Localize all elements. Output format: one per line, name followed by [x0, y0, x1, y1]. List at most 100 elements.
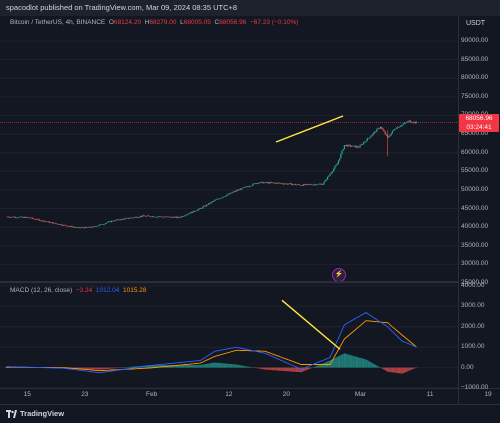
pane-divider[interactable]	[0, 281, 458, 283]
candle-body	[35, 219, 36, 220]
candle-body	[202, 207, 203, 209]
candle-body	[359, 145, 360, 147]
macd-histogram-bar	[235, 364, 236, 367]
candle-body	[139, 217, 140, 218]
macd-histogram-bar	[394, 368, 395, 373]
macd-histogram-bar	[178, 365, 179, 368]
macd-histogram-bar	[364, 359, 365, 368]
candle-body	[185, 215, 186, 216]
macd-histogram-bar	[219, 363, 220, 368]
macd-histogram-bar	[128, 367, 129, 368]
candle-body	[111, 221, 112, 222]
candle-body	[387, 135, 388, 137]
candle-body	[395, 129, 396, 130]
macd-histogram-bar	[281, 368, 282, 371]
macd-trendline	[282, 300, 340, 349]
macd-histogram-bar	[115, 368, 116, 369]
macd-histogram-bar	[161, 365, 162, 367]
macd-tick-label: 1000.00	[461, 343, 485, 350]
candle-body	[140, 216, 141, 217]
candle-body	[368, 138, 369, 139]
macd-histogram-bar	[81, 368, 82, 369]
candle-body	[283, 184, 284, 185]
candle-body	[29, 218, 30, 219]
candle-body	[220, 198, 221, 199]
macd-histogram-bar	[112, 368, 113, 369]
candle-body	[355, 146, 356, 148]
symbol-name[interactable]: Bitcoin / TetherUS, 4h, BINANCE	[10, 19, 105, 26]
price-tick-label: 45000.00	[461, 205, 488, 212]
macd-histogram-bar	[344, 353, 345, 367]
macd-histogram-bar	[250, 367, 251, 368]
candle-body	[331, 173, 332, 174]
candle-body	[92, 227, 93, 228]
macd-histogram-bar	[153, 365, 154, 367]
macd-histogram-bar	[205, 364, 206, 367]
candle-body	[265, 182, 266, 183]
macd-histogram-bar	[338, 356, 339, 367]
macd-histogram-bar	[260, 368, 261, 369]
macd-histogram-bar	[94, 368, 95, 370]
macd-signal-value: 1015.28	[123, 287, 147, 294]
close-value: 68056.96	[219, 19, 246, 26]
macd-histogram-bar	[101, 368, 102, 370]
macd-histogram-bar	[308, 368, 309, 370]
candle-body	[241, 188, 242, 190]
macd-histogram-bar	[379, 367, 380, 368]
candle-body	[268, 182, 269, 183]
candle-body	[59, 224, 60, 225]
macd-histogram-bar	[398, 368, 399, 374]
candle-body	[351, 146, 352, 147]
candle-body	[38, 219, 39, 220]
macd-histogram-bar	[129, 367, 130, 368]
candle-body	[122, 219, 123, 220]
candle-body	[386, 134, 387, 135]
published-text: spacodlot published on TradingView.com, …	[6, 3, 237, 12]
candle-body	[172, 217, 173, 218]
candle-body	[346, 145, 347, 146]
macd-histogram-bar	[191, 365, 192, 368]
currency-label[interactable]: USDT	[466, 20, 485, 27]
macd-histogram-bar	[316, 366, 317, 368]
macd-histogram-bar	[203, 364, 204, 367]
brand-name[interactable]: TradingView	[20, 409, 64, 418]
macd-histogram-bar	[265, 368, 266, 370]
candle-body	[116, 220, 117, 221]
macd-histogram-bar	[103, 368, 104, 370]
candle-body	[299, 185, 300, 186]
macd-histogram-bar	[345, 354, 346, 368]
candle-body	[350, 145, 351, 146]
candle-body	[260, 182, 261, 183]
candle-body	[389, 135, 390, 136]
axis-separator	[458, 16, 459, 404]
candle-body	[44, 221, 45, 222]
macd-title[interactable]: MACD (12, 26, close)	[10, 287, 72, 294]
macd-histogram-bar	[223, 363, 224, 367]
macd-histogram-bar	[268, 368, 269, 370]
candle-body	[151, 217, 152, 218]
macd-histogram-bar	[58, 368, 59, 369]
candle-body	[367, 138, 368, 141]
macd-histogram-bar	[187, 365, 188, 368]
macd-histogram-bar	[388, 368, 389, 372]
macd-histogram-bar	[357, 357, 358, 368]
candle-body	[411, 122, 412, 123]
candle-body	[98, 225, 99, 226]
candle-body	[173, 217, 174, 218]
candle-body	[262, 182, 263, 183]
candle-body	[291, 183, 292, 185]
macd-signal-line	[6, 321, 416, 371]
candle-body	[137, 217, 138, 218]
lightning-icon[interactable]: ⚡	[332, 268, 346, 282]
candle-body	[404, 123, 405, 124]
candle-body	[245, 187, 246, 188]
macd-histogram-bar	[381, 368, 382, 369]
candle-body	[189, 213, 190, 214]
candle-body	[213, 201, 214, 202]
macd-histogram-bar	[309, 368, 310, 369]
candle-body	[160, 216, 161, 217]
candle-body	[145, 216, 146, 217]
candle-body	[51, 222, 52, 223]
macd-histogram-bar	[206, 364, 207, 368]
